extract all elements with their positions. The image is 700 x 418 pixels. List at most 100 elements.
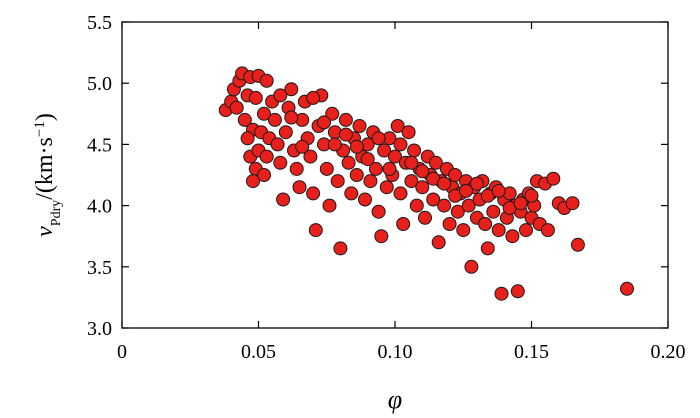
data-point-37 — [303, 149, 318, 164]
y-axis-unit-exponent: −1 — [32, 121, 48, 137]
data-point-152 — [513, 196, 528, 211]
data-point-44 — [322, 198, 337, 213]
data-point-74 — [404, 174, 419, 189]
data-point-24 — [267, 112, 282, 127]
data-point-18 — [259, 73, 274, 88]
data-point-137 — [349, 139, 364, 154]
y-tick-label-4: 5.0 — [87, 73, 112, 95]
data-point-64 — [377, 143, 392, 158]
data-point-75 — [407, 143, 422, 158]
data-point-129 — [620, 281, 634, 296]
data-point-30 — [284, 82, 299, 97]
data-point-88 — [442, 217, 457, 231]
data-point-95 — [461, 198, 476, 213]
data-point-139 — [371, 131, 386, 146]
x-tick-label-1: 0.05 — [241, 341, 276, 363]
data-point-111 — [505, 229, 520, 244]
data-point-130 — [273, 88, 288, 103]
y-axis-subscript: Pdry — [49, 200, 64, 226]
data-point-25 — [270, 137, 285, 152]
y-tick-label-5: 5.5 — [87, 12, 112, 34]
x-axis-title: φ — [388, 385, 402, 414]
data-point-148 — [469, 176, 484, 191]
data-point-71 — [396, 217, 411, 231]
axis-ticks: 0 0.05 0.10 0.15 0.20 3.0 3.5 4.0 4.5 5.0 5.5 — [87, 12, 686, 363]
data-point-55 — [352, 119, 367, 133]
data-point-83 — [428, 155, 443, 170]
data-point-145 — [437, 176, 452, 191]
data-point-69 — [390, 119, 405, 133]
data-point-84 — [431, 235, 446, 250]
data-point-102 — [480, 241, 495, 256]
y-axis-title: vPdry/(km·s−1) — [32, 113, 64, 237]
x-tick-label-3: 0.15 — [514, 341, 549, 363]
y-tick-label-3: 4.5 — [87, 134, 112, 156]
data-point-68 — [388, 149, 402, 164]
y-axis-unit-prefix: /(km·s — [32, 137, 58, 200]
data-point-107 — [494, 286, 509, 301]
data-point-128 — [570, 237, 585, 252]
data-point-70 — [393, 186, 408, 201]
data-point-142 — [404, 155, 419, 170]
data-point-135 — [327, 137, 342, 152]
data-point-147 — [459, 183, 473, 198]
data-point-65 — [379, 180, 394, 195]
y-axis-symbol: v — [32, 226, 58, 237]
data-point-104 — [486, 204, 501, 219]
data-point-19 — [246, 174, 260, 189]
data-point-133 — [306, 90, 321, 105]
data-point-45 — [325, 106, 340, 121]
data-point-141 — [393, 137, 408, 152]
data-point-143 — [415, 164, 430, 179]
data-point-51 — [341, 155, 356, 170]
data-point-62 — [371, 204, 386, 219]
data-point-12 — [240, 131, 255, 146]
data-point-57 — [358, 192, 372, 207]
data-point-39 — [308, 223, 323, 238]
data-point-6 — [237, 112, 252, 127]
data-point-82 — [426, 192, 441, 207]
data-point-28 — [278, 125, 293, 140]
data-point-93 — [456, 223, 471, 238]
data-point-123 — [540, 223, 555, 238]
data-point-78 — [415, 180, 430, 195]
data-point-96 — [464, 259, 479, 274]
y-tick-label-1: 3.5 — [87, 257, 112, 279]
data-point-43 — [319, 161, 334, 176]
y-axis-unit-suffix: ) — [32, 113, 58, 121]
data-point-38 — [306, 186, 321, 201]
data-point-27 — [276, 192, 291, 207]
data-point-59 — [363, 174, 378, 189]
data-point-140 — [382, 161, 397, 176]
data-point-47 — [330, 174, 345, 189]
data-point-48 — [333, 241, 348, 256]
data-points — [218, 66, 634, 301]
data-point-10 — [248, 90, 263, 105]
data-point-113 — [510, 284, 525, 299]
data-point-76 — [409, 198, 424, 213]
data-point-127 — [565, 196, 580, 211]
data-point-150 — [491, 183, 506, 198]
data-point-86 — [437, 198, 452, 213]
data-point-50 — [338, 112, 353, 127]
x-tick-label-4: 0.20 — [651, 341, 686, 363]
data-point-61 — [368, 161, 383, 176]
data-point-26 — [273, 155, 288, 170]
data-point-138 — [360, 152, 375, 167]
data-point-91 — [450, 204, 465, 219]
data-point-132 — [295, 139, 310, 154]
data-point-134 — [317, 115, 331, 130]
data-point-21 — [259, 149, 274, 164]
data-point-17 — [257, 106, 271, 121]
data-point-33 — [292, 180, 307, 195]
data-point-52 — [344, 186, 359, 201]
x-tick-label-2: 0.10 — [378, 341, 413, 363]
data-point-54 — [349, 168, 364, 182]
data-point-90 — [448, 168, 463, 182]
data-point-106 — [491, 223, 506, 238]
data-point-20 — [257, 168, 271, 182]
data-point-131 — [284, 110, 299, 125]
data-point-101 — [478, 217, 493, 231]
y-tick-label-0: 3.0 — [87, 318, 112, 340]
data-point-116 — [519, 223, 533, 238]
